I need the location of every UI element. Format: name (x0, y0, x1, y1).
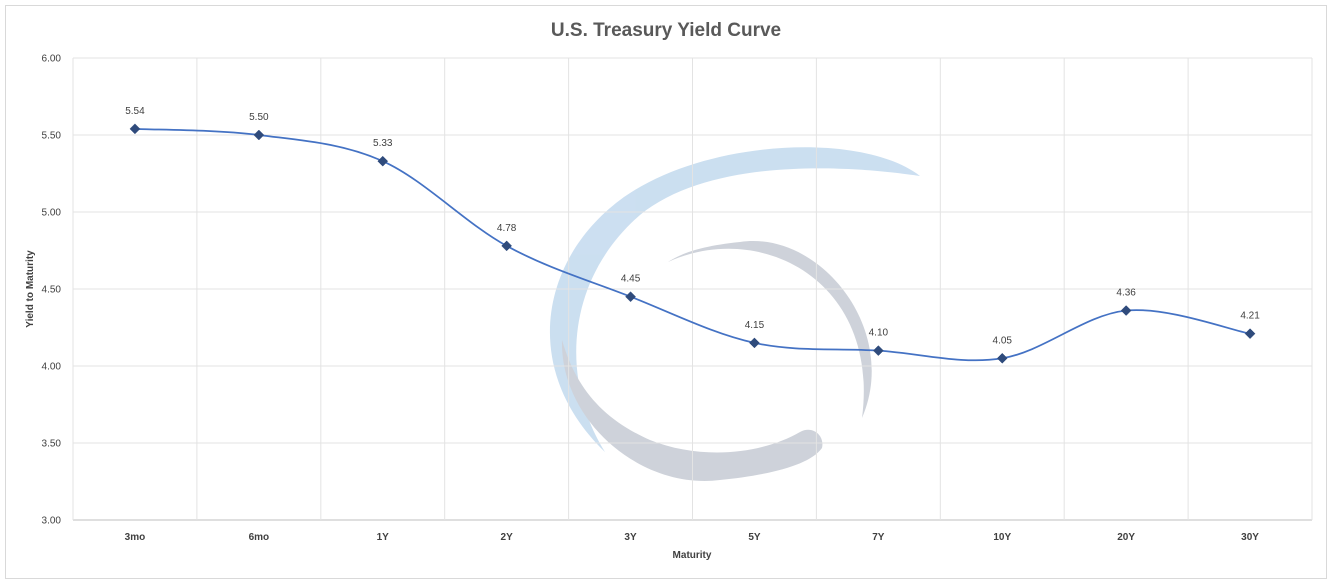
y-tick-label: 3.50 (42, 439, 62, 450)
x-tick-label: 20Y (1117, 532, 1135, 543)
data-point-marker (996, 352, 1008, 364)
data-label: 5.33 (373, 138, 393, 149)
y-axis-label: Yield to Maturity (25, 250, 36, 328)
data-point-marker (625, 291, 636, 303)
series-line (134, 127, 1251, 362)
x-axis-label: Maturity (673, 550, 712, 561)
data-label: 4.15 (745, 320, 765, 331)
y-tick-label: 6.00 (42, 54, 62, 65)
data-label: 5.54 (125, 106, 145, 117)
x-tick-label: 3mo (125, 532, 146, 543)
x-tick-label: 3Y (624, 532, 637, 543)
data-label: 4.78 (497, 223, 517, 234)
data-point-marker (1244, 328, 1256, 340)
y-tick-label: 4.00 (42, 362, 62, 373)
y-tick-label: 5.00 (42, 208, 62, 219)
x-tick-label: 7Y (872, 532, 885, 543)
y-tick-label: 3.00 (42, 516, 62, 527)
data-point-marker (129, 123, 141, 135)
x-tick-label: 1Y (377, 532, 390, 543)
y-tick-label: 5.50 (42, 131, 62, 142)
data-label: 4.21 (1240, 311, 1260, 322)
series-markers (129, 123, 1256, 364)
data-point-marker (1120, 305, 1132, 316)
data-label: 4.05 (993, 335, 1013, 346)
chart-title: U.S. Treasury Yield Curve (551, 20, 781, 41)
x-axis-ticks: 3mo 6mo 1Y 2Y 3Y 5Y 7Y 10Y 20Y 30Y (125, 532, 1260, 543)
data-label: 4.36 (1116, 288, 1136, 299)
x-tick-label: 2Y (501, 532, 514, 543)
x-tick-label: 5Y (748, 532, 761, 543)
x-tick-label: 6mo (249, 532, 270, 543)
x-tick-label: 30Y (1241, 532, 1259, 543)
data-point-marker (501, 240, 513, 252)
data-point-marker (749, 337, 760, 349)
y-tick-label: 4.50 (42, 285, 62, 296)
data-point-marker (872, 345, 884, 356)
watermark-logo (549, 147, 920, 481)
data-point-marker (253, 129, 265, 141)
gridlines (72, 57, 1313, 521)
chart-frame (5, 5, 1327, 579)
data-point-marker (377, 155, 389, 167)
data-label: 4.45 (621, 274, 641, 285)
x-tick-label: 10Y (993, 532, 1011, 543)
data-label: 5.50 (249, 112, 269, 123)
data-label: 4.10 (869, 328, 889, 339)
data-labels: 5.54 5.50 5.33 4.78 4.45 4.15 4.10 4.05 4.36 4.21 (125, 106, 1260, 346)
y-axis-ticks: 3.00 3.50 4.00 4.50 5.00 5.50 6.00 (42, 54, 62, 527)
